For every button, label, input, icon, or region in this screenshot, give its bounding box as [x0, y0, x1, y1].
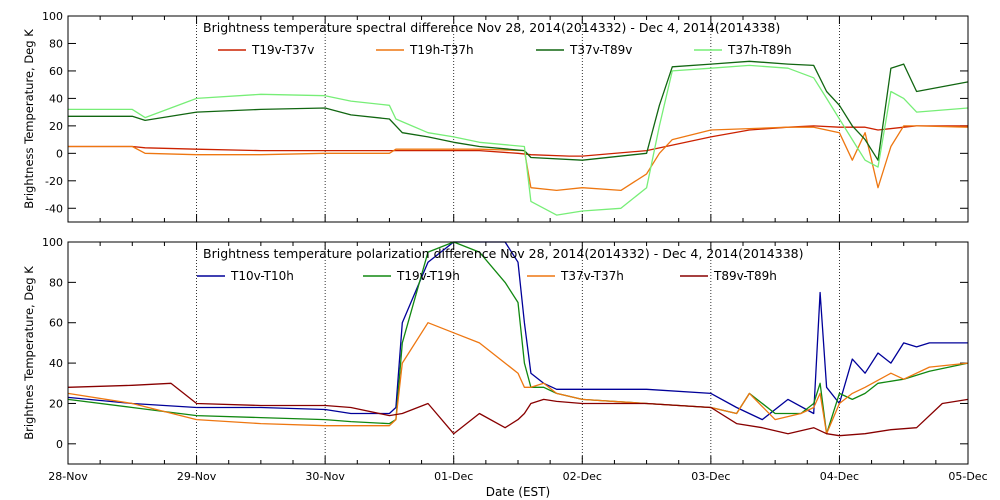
- legend-label: T37v-T37h: [560, 269, 624, 283]
- legend-label: T37v-T89v: [569, 43, 632, 57]
- y-axis-label: Brightness Temperature, Deg K: [22, 29, 36, 209]
- series-line-t89v-t89h: [67, 382, 969, 437]
- series-line-t37h-t89h: [68, 64, 969, 216]
- y-tick-label: 20: [49, 120, 63, 133]
- x-tick-label: 02-Dec: [563, 470, 602, 483]
- legend-label: T19h-T37h: [409, 43, 474, 57]
- chart-title: Brightness temperature polarization diff…: [203, 246, 804, 261]
- series-line-t19v-t19h: [67, 241, 969, 435]
- plot-frame: [67, 241, 969, 465]
- x-axis-label: Date (EST): [486, 485, 550, 499]
- y-tick-label: 80: [49, 276, 63, 289]
- series-line-t37v-t37h: [67, 322, 969, 435]
- y-axis-label: Brightnes Temperature, Deg K: [22, 266, 36, 440]
- y-tick-label: 100: [42, 10, 63, 23]
- legend-label: T37h-T89h: [727, 43, 792, 57]
- y-tick-label: 0: [56, 438, 63, 451]
- series-line-t37v-t89v: [68, 60, 969, 161]
- x-tick-label: 01-Dec: [434, 470, 473, 483]
- y-tick-label: 60: [49, 65, 63, 78]
- y-tick-label: 20: [49, 397, 63, 410]
- x-tick-label: 04-Dec: [820, 470, 859, 483]
- y-tick-label: -20: [45, 175, 63, 188]
- x-tick-label: 30-Nov: [305, 470, 345, 483]
- y-tick-label: 100: [42, 236, 63, 249]
- legend-label: T19v-T37v: [251, 43, 314, 57]
- legend-label: T10v-T10h: [230, 269, 294, 283]
- chart-title: Brightness temperature spectral differen…: [203, 20, 780, 35]
- series-line-t10v-t10h: [67, 241, 968, 421]
- y-tick-label: 80: [49, 37, 63, 50]
- legend-label: T19v-T19h: [396, 269, 460, 283]
- series-line-t19v-t37v: [68, 125, 968, 157]
- x-tick-label: 03-Dec: [691, 470, 730, 483]
- y-tick-label: 40: [49, 357, 63, 370]
- plot-frame: [67, 15, 969, 223]
- x-tick-label: 05-Dec: [948, 470, 987, 483]
- y-tick-label: 0: [56, 147, 63, 160]
- y-tick-label: 60: [49, 317, 63, 330]
- series-line-t19h-t37h: [68, 125, 969, 192]
- x-tick-label: 29-Nov: [177, 470, 217, 483]
- legend-label: T89v-T89h: [713, 269, 777, 283]
- x-tick-label: 28-Nov: [48, 470, 88, 483]
- y-tick-label: -40: [45, 202, 63, 215]
- y-tick-label: 40: [49, 92, 63, 105]
